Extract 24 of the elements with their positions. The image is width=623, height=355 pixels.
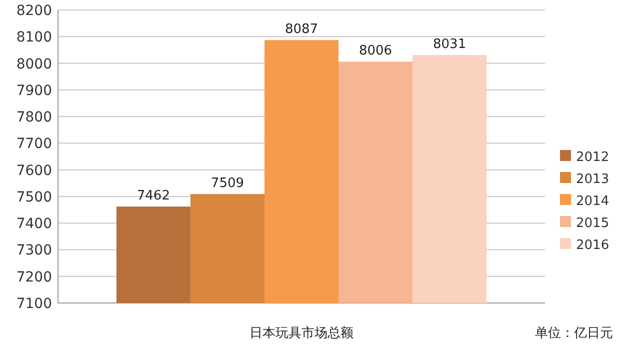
legend-label: 2014: [576, 194, 610, 209]
legend-label: 2016: [576, 238, 610, 253]
y-tick-label: 8000: [16, 56, 52, 72]
y-tick-label: 7800: [16, 110, 52, 126]
y-tick-label: 7300: [16, 242, 52, 259]
data-label: 7462: [136, 188, 170, 204]
legend-label: 2015: [576, 216, 610, 231]
data-label: 8087: [284, 22, 318, 38]
legend-label: 2013: [576, 172, 610, 187]
y-tick-label: 7600: [16, 162, 52, 179]
data-label: 7509: [210, 176, 244, 192]
data-label: 8006: [358, 44, 392, 59]
y-tick-label: 8100: [16, 30, 52, 46]
x-tick-label: 日本玩具市场总额: [250, 326, 354, 341]
y-tick-label: 8200: [16, 3, 52, 19]
y-tick-label: 7700: [16, 136, 52, 152]
y-tick-label: 7900: [16, 82, 52, 99]
legend-label: 2012: [576, 150, 610, 165]
y-tick-label: 7100: [16, 296, 52, 312]
y-tick-label: 7400: [16, 216, 52, 232]
y-tick-label: 7200: [16, 269, 52, 286]
y-tick-label: 7500: [16, 189, 52, 206]
text: 单位：亿日元: [535, 326, 613, 341]
data-label: 8031: [433, 37, 466, 52]
